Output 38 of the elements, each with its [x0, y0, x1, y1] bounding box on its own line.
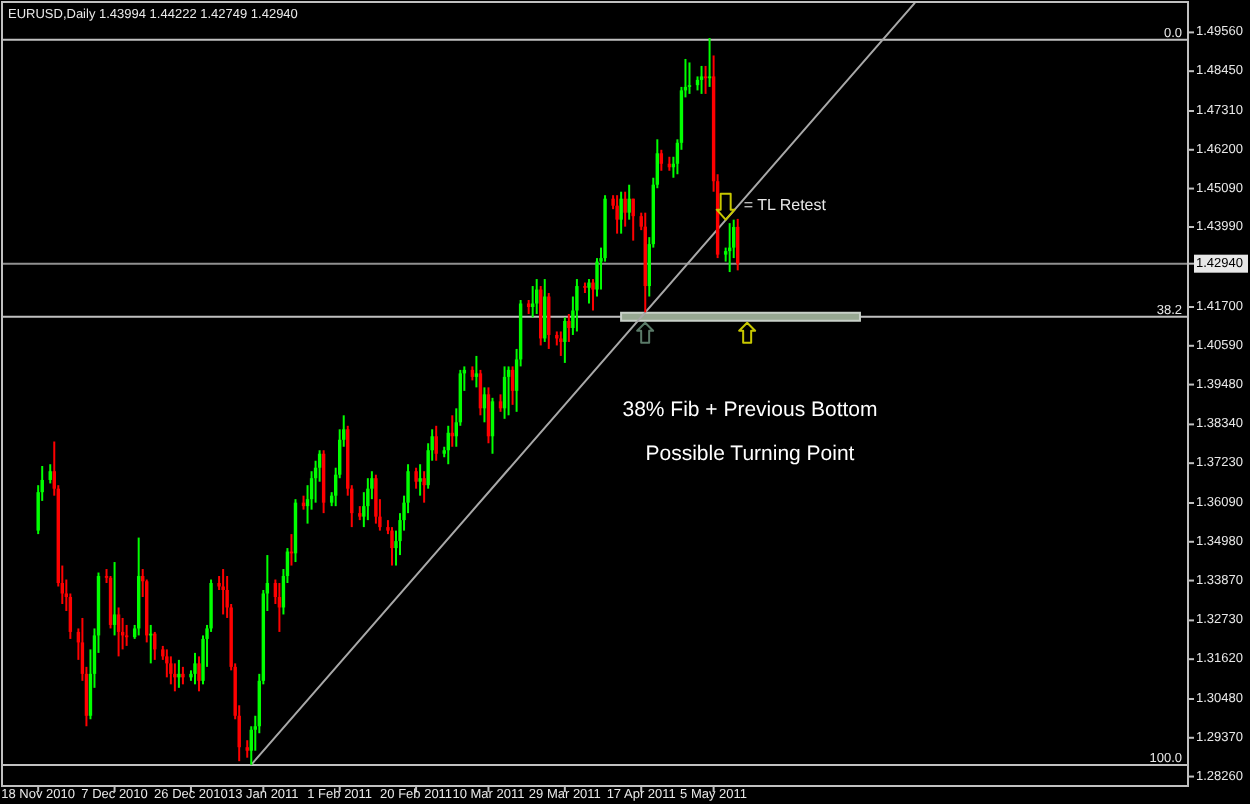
- annotation: 38% Fib + Previous Bottom: [622, 397, 879, 422]
- candlestick: [563, 316, 567, 364]
- candlestick: [623, 190, 627, 228]
- candlestick: [116, 606, 121, 658]
- candlestick: [173, 662, 177, 693]
- candlestick: [615, 194, 619, 235]
- candlestick: [374, 473, 378, 525]
- candlestick: [169, 655, 173, 686]
- candlestick: [414, 466, 418, 490]
- candlestick: [631, 197, 635, 242]
- candlestick: [591, 278, 595, 312]
- candlestick: [422, 470, 426, 504]
- candlestick: [659, 148, 664, 172]
- candlestick: [112, 561, 117, 637]
- candlestick: [366, 477, 370, 522]
- candlestick: [165, 648, 169, 679]
- candlestick: [567, 312, 571, 343]
- candlestick: [687, 61, 692, 95]
- annotation: Possible Turning Point: [645, 441, 855, 466]
- candlestick: [434, 424, 438, 462]
- candlestick: [474, 354, 479, 389]
- annotation: = TL Retest: [743, 194, 828, 213]
- candlestick: [587, 278, 591, 305]
- candlestick: [418, 463, 422, 497]
- candlestick: [197, 655, 201, 693]
- candlestick: [390, 526, 394, 567]
- candlestick: [177, 658, 181, 689]
- candlestick: [627, 183, 631, 221]
- candlestick: [707, 36, 712, 88]
- candlestick: [703, 64, 708, 95]
- candlestick: [559, 330, 563, 357]
- candlestick: [575, 278, 579, 333]
- candlestick: [619, 190, 623, 235]
- candlestick: [124, 623, 129, 647]
- candlestick: [221, 568, 225, 616]
- candlestick: [699, 64, 704, 95]
- candlestick: [193, 651, 197, 686]
- candlestick: [48, 463, 52, 485]
